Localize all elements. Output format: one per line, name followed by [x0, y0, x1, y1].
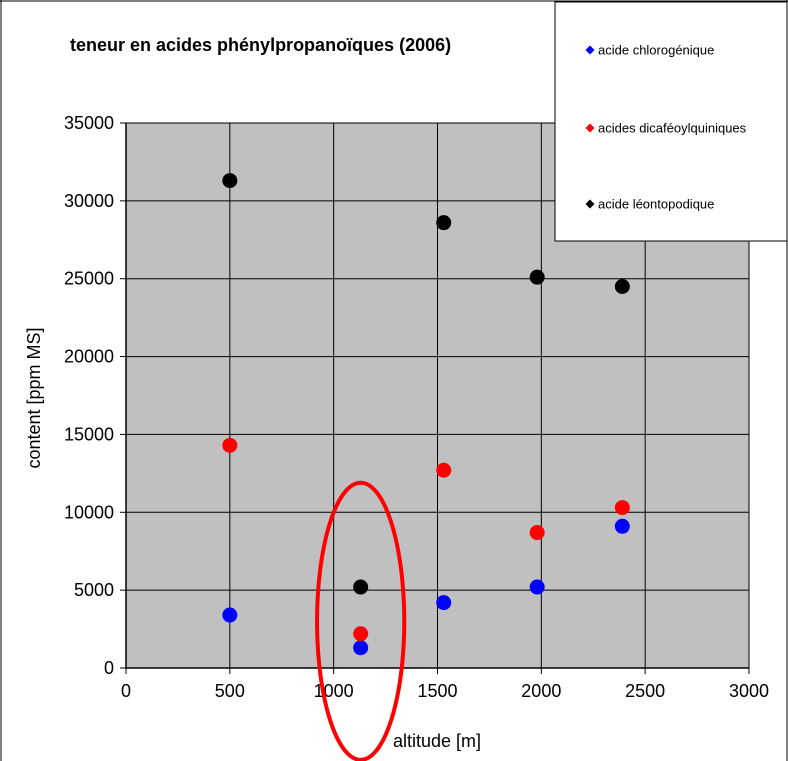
- highlight-ellipse: [315, 480, 407, 761]
- data-point-series-3: [529, 269, 545, 285]
- x-tick-label: 3000: [729, 681, 769, 701]
- x-tick-label: 1500: [417, 681, 457, 701]
- legend-label: acides dicaféoylquiniques: [598, 121, 747, 136]
- x-axis-title: altitude [m]: [393, 731, 481, 751]
- y-tick-label: 5000: [74, 580, 114, 600]
- legend-marker: [585, 199, 595, 209]
- data-point-series-3: [353, 579, 369, 595]
- chart-title: teneur en acides phénylpropanoïques (200…: [70, 35, 451, 55]
- y-tick-label: 15000: [64, 424, 114, 444]
- data-point-series-1: [529, 579, 545, 595]
- data-point-series-1: [614, 518, 630, 534]
- y-axis-title: content [ppm MS]: [24, 327, 44, 468]
- x-axis-ticks: 0 500 1000 1500 2000 2500 3000: [121, 668, 769, 701]
- x-tick-label: 2000: [521, 681, 561, 701]
- data-point-series-3: [614, 279, 630, 294]
- gridlines: [126, 122, 750, 668]
- data-point-series-3: [436, 215, 452, 231]
- legend-marker: [585, 45, 595, 55]
- y-tick-label: 20000: [64, 347, 114, 367]
- x-tick-label: 500: [215, 681, 245, 701]
- y-tick-label: 30000: [64, 191, 114, 211]
- legend-label: acide léontopodique: [598, 197, 714, 212]
- y-axis-ticks: 0 5000 10000 15000 20000 25000 30000 35000: [64, 113, 126, 678]
- x-tick-label: 0: [121, 681, 131, 701]
- data-point-series-2: [529, 525, 545, 541]
- data-points: [222, 173, 630, 656]
- data-point-series-2: [222, 437, 238, 453]
- data-point-series-2: [436, 462, 452, 478]
- y-tick-label: 35000: [64, 113, 114, 133]
- annotations: [315, 480, 407, 761]
- data-point-series-1: [436, 595, 452, 611]
- data-point-series-1: [353, 640, 369, 656]
- y-tick-label: 25000: [64, 269, 114, 289]
- data-point-series-2: [353, 626, 369, 642]
- y-tick-label: 0: [104, 658, 114, 678]
- legend-marker: [585, 123, 595, 133]
- legend: acide chlorogénique acides dicaféoylquini…: [554, 1, 788, 242]
- x-tick-label: 2500: [625, 681, 665, 701]
- y-tick-label: 10000: [64, 502, 114, 522]
- legend-label: acide chlorogénique: [598, 43, 714, 58]
- data-point-series-3: [222, 173, 238, 189]
- data-point-series-2: [614, 500, 630, 516]
- legend-box: [554, 1, 788, 242]
- legend-items: acide chlorogénique acides dicaféoylquini…: [585, 43, 747, 212]
- data-point-series-1: [222, 607, 238, 623]
